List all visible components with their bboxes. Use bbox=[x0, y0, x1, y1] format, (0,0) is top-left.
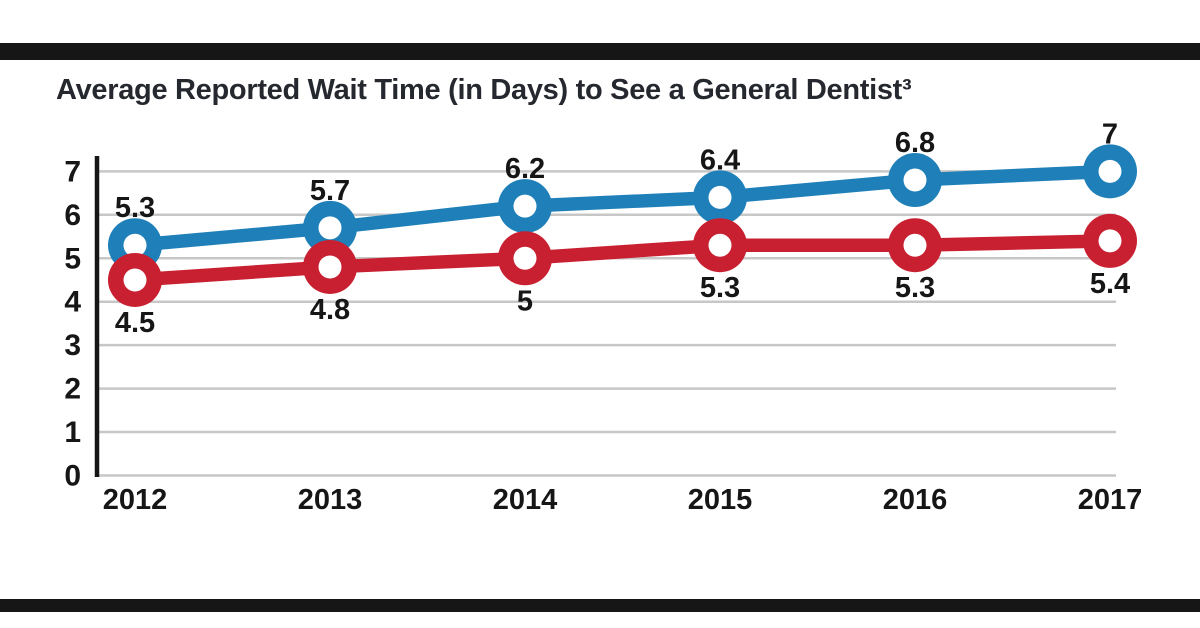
data-point-hole bbox=[903, 168, 927, 192]
y-tick-label: 3 bbox=[64, 329, 81, 362]
data-point-hole bbox=[1098, 159, 1122, 183]
data-point-hole bbox=[1098, 229, 1122, 253]
x-tick-label: 2016 bbox=[883, 484, 948, 516]
data-label: 6.8 bbox=[895, 127, 935, 159]
data-label: 5.7 bbox=[310, 175, 350, 207]
data-label: 6.4 bbox=[700, 144, 740, 176]
y-tick-label: 2 bbox=[64, 373, 81, 406]
data-point-hole bbox=[318, 216, 342, 240]
series-line bbox=[134, 234, 1111, 287]
data-label: 5.3 bbox=[700, 272, 740, 304]
x-tick-label: 2013 bbox=[298, 484, 363, 516]
bottom-border-bar bbox=[0, 599, 1200, 612]
data-point-hole bbox=[513, 246, 537, 270]
data-point-hole bbox=[903, 233, 927, 257]
data-point-hole bbox=[318, 255, 342, 279]
y-tick-label: 1 bbox=[64, 416, 81, 449]
y-tick-label: 0 bbox=[64, 460, 81, 493]
x-tick-label: 2017 bbox=[1078, 484, 1143, 516]
data-point-hole bbox=[123, 233, 147, 257]
data-label: 6.2 bbox=[505, 153, 545, 185]
data-label: 5 bbox=[517, 285, 533, 317]
data-label: 5.4 bbox=[1090, 268, 1130, 300]
data-label: 4.8 bbox=[310, 294, 350, 326]
data-point-hole bbox=[708, 185, 732, 209]
legend: Patient of record New patient bbox=[0, 515, 1200, 595]
y-tick-label: 5 bbox=[64, 242, 81, 275]
data-point-hole bbox=[513, 194, 537, 218]
data-label: 5.3 bbox=[895, 272, 935, 304]
series-line bbox=[134, 164, 1111, 252]
x-tick-label: 2014 bbox=[493, 484, 558, 516]
data-point-hole bbox=[708, 233, 732, 257]
top-border-bar bbox=[0, 43, 1200, 60]
x-tick-label: 2012 bbox=[103, 484, 168, 516]
chart-title: Average Reported Wait Time (in Days) to … bbox=[56, 74, 912, 106]
y-tick-label: 4 bbox=[64, 286, 81, 319]
x-tick-label: 2015 bbox=[688, 484, 753, 516]
data-label: 5.3 bbox=[115, 192, 155, 224]
data-point-hole bbox=[123, 268, 147, 292]
data-label: 7 bbox=[1102, 118, 1118, 150]
y-tick-label: 6 bbox=[64, 199, 81, 232]
data-label: 4.5 bbox=[115, 307, 155, 339]
y-tick-label: 7 bbox=[64, 155, 81, 188]
